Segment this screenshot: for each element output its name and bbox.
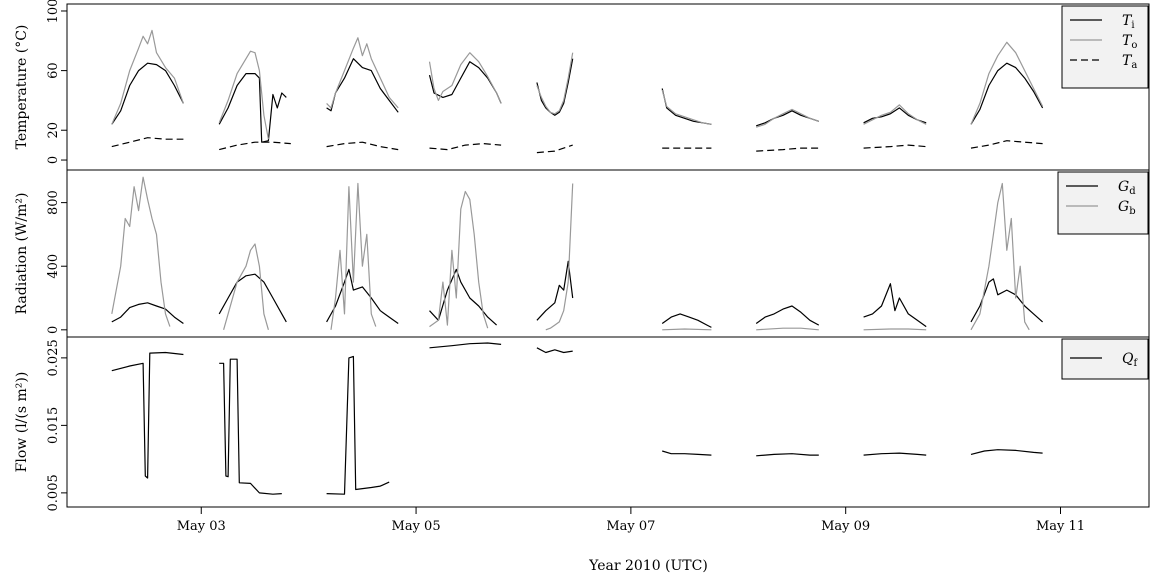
x-tick-label: May 09 [821, 519, 870, 534]
series-line-To [111, 29, 184, 125]
series-line-Ti [536, 58, 574, 116]
temperature-y-tick-label: 0 [46, 156, 61, 164]
series-line-Qf [662, 450, 712, 456]
flow-frame [66, 336, 1150, 508]
radiation-y-tick-label: 800 [46, 190, 61, 215]
flow-y-tick-label: 0.005 [46, 474, 61, 511]
series-line-Qf [863, 452, 927, 456]
radiation-axis-title: Radiation (W/m²) [14, 193, 30, 315]
series-line-Ti [661, 88, 712, 125]
series-line-Qf [326, 355, 390, 495]
series-line-To [218, 50, 269, 140]
series-line-Gd [326, 268, 399, 324]
series-line-Ta [970, 140, 1043, 149]
series-line-Gb [111, 176, 171, 327]
series-line-Ti [970, 62, 1044, 125]
x-tick-label: May 05 [392, 519, 441, 534]
series-line-Gd [536, 260, 574, 321]
x-tick-label: May 11 [1036, 519, 1085, 534]
flow-y-tick-label: 0.025 [46, 339, 61, 376]
series-line-Ta [536, 144, 573, 154]
series-Gd [111, 260, 1043, 328]
series-line-Gb [330, 182, 377, 330]
series-line-Ta [326, 141, 399, 151]
series-line-Gb [662, 328, 712, 331]
series-Qf [111, 342, 1043, 495]
series-line-Gb [756, 327, 819, 331]
flow-legend-box [1061, 338, 1149, 380]
series-line-Gd [863, 283, 927, 328]
radiation-y-tick-label: 0 [46, 326, 61, 334]
series-line-Ta [111, 137, 184, 148]
temperature-y-tick-label: 60 [46, 62, 61, 79]
series-Gb [111, 176, 1030, 331]
series-line-Qf [970, 449, 1043, 455]
series-line-Qf [111, 351, 184, 479]
series-line-Ti [326, 58, 399, 113]
flow-y-tick-label: 0.015 [46, 407, 61, 444]
series-line-Gb [863, 328, 927, 331]
temperature-axis-title: Temperature (°C) [14, 25, 30, 150]
temperature-y-tick-label: 20 [46, 122, 61, 139]
series-line-Ti [111, 62, 184, 125]
series-line-Gd [755, 305, 820, 326]
series-line-Ta [429, 143, 502, 151]
series-line-Ta [756, 147, 819, 152]
series-To [111, 29, 1044, 140]
series-line-Gb [970, 182, 1030, 331]
series-line-Gd [429, 268, 498, 326]
series-line-To [863, 104, 927, 125]
flow-axis-title: Flow (l/(s m²)) [14, 372, 30, 473]
radiation-frame [66, 169, 1150, 338]
series-line-Gd [218, 273, 287, 323]
radiation-y-tick-label: 400 [46, 254, 61, 279]
series-line-To [326, 37, 399, 109]
series-Ta [111, 137, 1043, 154]
series-line-Gb [223, 243, 269, 330]
series-Ti [111, 58, 1044, 143]
series-line-To [661, 89, 712, 125]
x-tick-label: May 03 [177, 519, 226, 534]
series-line-Qf [536, 347, 573, 354]
series-line-To [756, 108, 819, 128]
series-line-To [428, 52, 502, 104]
series-line-Qf [429, 342, 502, 349]
series-line-Ta [219, 141, 291, 151]
series-line-Gd [970, 278, 1043, 323]
series-line-Gd [661, 313, 712, 328]
x-axis: May 03 May 05 May 07 May 09 May 11 Year 2010 … [177, 507, 1085, 574]
series-line-Ta [863, 144, 927, 149]
series-line-Ti [218, 73, 287, 143]
series-line-Gb [545, 183, 574, 331]
temperature-legend-box [1061, 5, 1149, 89]
series-line-To [970, 41, 1044, 125]
series-line-Qf [219, 358, 282, 495]
radiation-legend-box [1057, 171, 1149, 235]
series-line-Qf [756, 453, 819, 457]
series-line-To [536, 52, 574, 115]
flow-legend: Qf [1061, 338, 1149, 380]
series-line-Gb [429, 190, 489, 329]
x-axis-title: Year 2010 (UTC) [588, 558, 708, 574]
series-line-Gd [111, 302, 184, 324]
series-line-Ti [863, 107, 927, 124]
panel-flow: 0.005 0.015 0.025 Flow (l/(s m²)) Qf [14, 336, 1150, 511]
x-tick-label: May 07 [606, 519, 655, 534]
temperature-y-tick-label: 100 [46, 0, 61, 23]
